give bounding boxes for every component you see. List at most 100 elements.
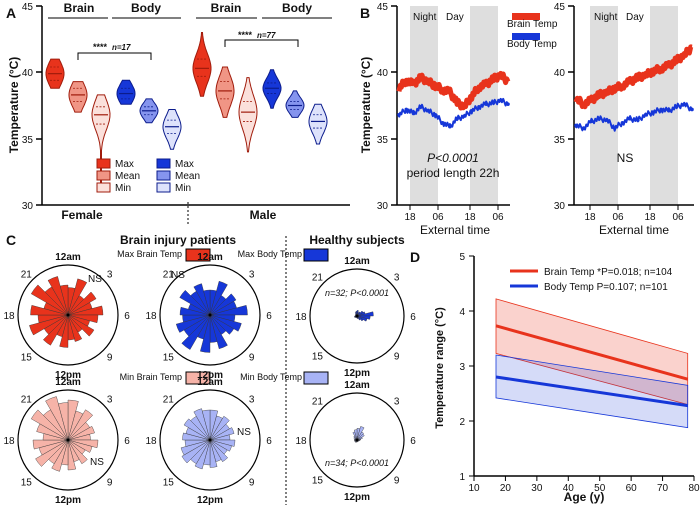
hour-label: 12pm xyxy=(344,368,370,379)
panel-d-plot xyxy=(495,298,689,429)
body-temp-point xyxy=(636,118,640,122)
panel-b-ytick: 40 xyxy=(377,68,389,79)
sig-stars-male: **** xyxy=(238,30,253,40)
violin xyxy=(285,90,305,118)
violin xyxy=(238,77,258,153)
rose-outline xyxy=(159,389,261,491)
rose-wedge xyxy=(29,314,69,336)
rose-wedge xyxy=(58,402,69,441)
body-temp-point xyxy=(643,112,648,117)
hour-label: 6 xyxy=(410,436,416,447)
panel-b-xtick: 18 xyxy=(644,212,656,223)
hour-label: 21 xyxy=(163,394,175,405)
rose-wedge xyxy=(209,314,242,332)
hour-label: 15 xyxy=(163,353,175,364)
hour-label: 3 xyxy=(107,269,113,280)
body-temp-point xyxy=(620,120,625,125)
body-regression-line xyxy=(495,375,688,408)
hour-label: 12pm xyxy=(344,492,370,503)
rose-plot: 12am 3 6 9 12pm 15 18 21n=32; P<0.0001 xyxy=(295,256,416,379)
stat-period: period length 22h xyxy=(407,166,500,180)
body-temp-point xyxy=(433,112,438,117)
rose-wedge xyxy=(209,314,228,350)
rose-wedge xyxy=(51,439,69,472)
rose-wedge xyxy=(209,427,235,441)
rose-wedge xyxy=(209,305,248,316)
brain-temp-line xyxy=(396,70,511,111)
group-label: Brain xyxy=(211,1,242,15)
title-patients: Brain injury patients xyxy=(120,233,236,247)
legend-swatch-body xyxy=(512,33,540,40)
panel-a-ylabel: Temperature (°C) xyxy=(7,57,21,154)
x-tick-label: 40 xyxy=(563,483,575,494)
rose-wedge xyxy=(354,429,358,441)
panel-b-right-plot xyxy=(573,44,694,132)
rose-outline xyxy=(17,389,119,491)
panel-b-ytick: 30 xyxy=(377,201,389,212)
legend-brain-temp: Brain Temp xyxy=(507,19,558,30)
hour-label: 6 xyxy=(410,312,416,323)
legend-body-temp: Body Temp xyxy=(507,39,557,50)
y-tick-label: 1 xyxy=(459,472,465,483)
swatch-min-brain xyxy=(185,371,211,385)
rose-wedge xyxy=(67,439,88,465)
hour-label: 12pm xyxy=(197,370,223,381)
legend-label: Max xyxy=(115,159,134,170)
body-temp-point xyxy=(589,119,594,124)
hour-label: 12am xyxy=(197,377,223,388)
group-label: Body xyxy=(282,1,312,15)
rose-wedge xyxy=(35,439,69,467)
rose-outline xyxy=(309,392,405,488)
rose-wedge xyxy=(183,418,211,441)
x-tick-label: 30 xyxy=(531,483,543,494)
rose-wedge xyxy=(181,314,211,350)
x-tick-label: 80 xyxy=(688,483,700,494)
hour-label: 3 xyxy=(107,394,113,405)
body-temp-point xyxy=(469,109,474,113)
rose-outline xyxy=(309,268,405,364)
violin xyxy=(91,94,111,185)
title-healthy: Healthy subjects xyxy=(309,233,405,247)
panel-b-xtick: 06 xyxy=(672,212,684,223)
hour-label: 9 xyxy=(394,352,400,363)
panel-b-ytick: 45 xyxy=(377,2,389,13)
legend-min-brain: Min Brain Temp xyxy=(120,372,182,382)
y-tick-label: 4 xyxy=(459,307,465,318)
hour-label: 18 xyxy=(3,436,15,447)
hour-label: 9 xyxy=(394,476,400,487)
body-temp-point xyxy=(404,107,409,112)
rose-wedge xyxy=(209,439,218,468)
panel-b-ytick: 35 xyxy=(377,135,389,146)
sex-label: Female xyxy=(61,208,103,222)
hour-label: 15 xyxy=(21,353,33,364)
rose-wedge xyxy=(67,314,83,342)
body-temp-point xyxy=(419,105,423,109)
panel-b-ytick: 35 xyxy=(554,135,566,146)
panel-c: C Brain injury patients Healthy subjects… xyxy=(3,232,416,506)
panel-b-ytick: 30 xyxy=(554,201,566,212)
hour-label: 12pm xyxy=(55,495,81,506)
swatch-max-brain xyxy=(185,248,211,262)
rose-wedge xyxy=(67,305,104,316)
hour-label: 3 xyxy=(249,269,255,280)
rose-center xyxy=(208,438,212,442)
panel-b-ylabel: Temperature (°C) xyxy=(359,57,373,154)
hour-label: 9 xyxy=(107,478,113,489)
x-tick-label: 70 xyxy=(657,483,669,494)
hour-label: 15 xyxy=(312,476,324,487)
body-temp-point xyxy=(477,105,481,109)
body-temp-point xyxy=(612,126,617,130)
panel-d: D Temperature range (°C) 10 20 30 40 50 60 70 8… xyxy=(410,249,700,504)
legend-max-brain: Max Brain Temp xyxy=(117,249,182,259)
panel-b-xlabel: External time xyxy=(420,223,490,237)
panel-b-xtick: 18 xyxy=(404,212,416,223)
legend-swatch-brain xyxy=(512,13,540,20)
rose-wedge xyxy=(209,439,228,462)
panel-d-ticks: 10 20 30 40 50 60 70 80 1 2 3 4 5 xyxy=(459,252,700,494)
rose-wedge xyxy=(356,431,364,441)
hour-label: 6 xyxy=(124,436,130,447)
hour-label: 3 xyxy=(249,394,255,405)
healthy-stat: n=34; P<0.0001 xyxy=(325,458,389,468)
